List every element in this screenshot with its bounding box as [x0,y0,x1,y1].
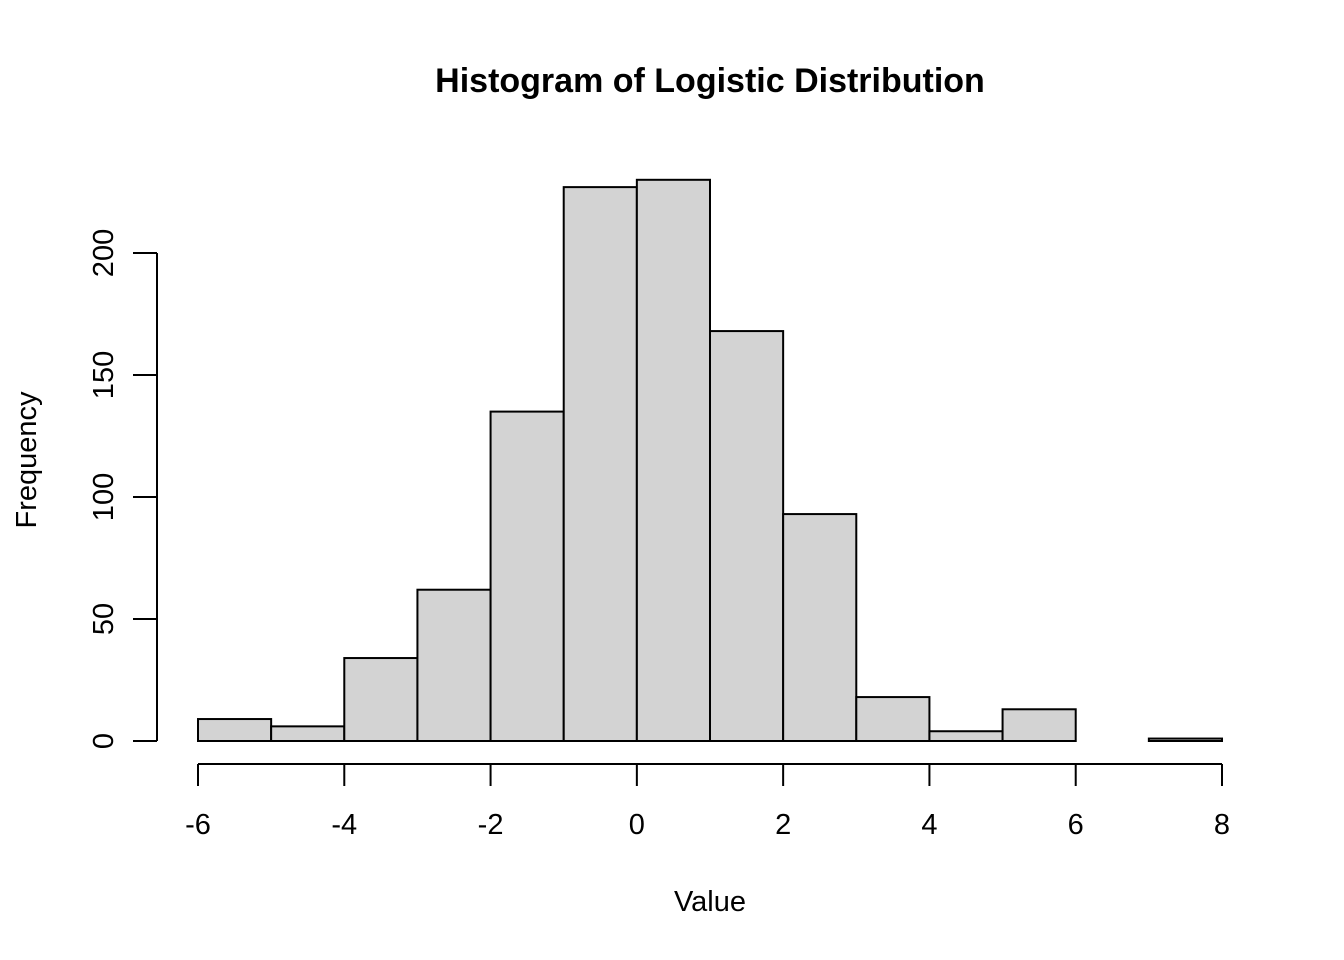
x-axis-label: Value [674,886,746,918]
y-axis: 0 50 100 150 200 [88,229,158,749]
histogram-bar [270,725,346,742]
histogram-bar [1147,737,1224,742]
histogram-bar [1001,708,1077,743]
y-tick-label: 200 [88,229,120,277]
y-axis-label: Frequency [11,391,43,529]
histogram-bar [489,410,565,742]
histogram-bar [416,588,492,742]
chart-title: Histogram of Logistic Distribution [435,62,985,100]
x-tick-label: -2 [478,809,504,841]
y-tick-label: 50 [88,603,120,635]
x-tick-label: -4 [331,809,357,841]
histogram-bar [562,186,638,742]
x-tick-label: -6 [185,809,211,841]
histogram-bar [782,513,858,743]
y-tick-label: 100 [88,473,120,521]
x-tick-label: 6 [1068,809,1084,841]
histogram-bar [928,730,1004,742]
histogram-bar [197,718,273,742]
x-tick-label: 0 [629,809,645,841]
x-tick-label: 8 [1214,809,1230,841]
y-tick-label: 0 [88,733,120,749]
histogram-bar [343,657,419,742]
y-tick-label: 150 [88,351,120,399]
x-tick-label: 4 [921,809,937,841]
bars-group [197,178,1224,743]
x-axis: -6 -4 -2 0 2 4 6 8 [185,763,1230,841]
x-tick-label: 2 [775,809,791,841]
histogram-bar [709,330,785,742]
histogram-bar [635,178,711,743]
histogram-bar [855,696,931,743]
